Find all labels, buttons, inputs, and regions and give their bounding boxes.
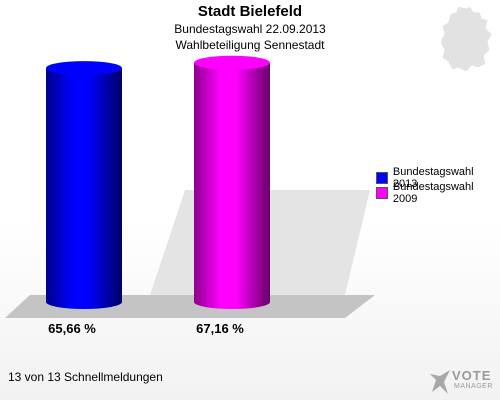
- bar-body: [194, 62, 270, 310]
- chart-subtitle-2: Wahlbeteiligung Sennestadt: [175, 38, 325, 52]
- bar-2013: [46, 61, 122, 309]
- legend-item-2013: Bundestagswahl 2013: [376, 166, 500, 190]
- legend: Bundestagswahl 2013 Bundestagswahl 2009: [376, 166, 500, 205]
- logo-text: VOTE: [452, 368, 492, 383]
- vote-manager-logo-icon: [430, 370, 450, 394]
- footer-status: 13 von 13 Schnellmeldungen: [8, 370, 163, 384]
- legend-swatch-2013: [376, 171, 388, 184]
- legend-label-2009: Bundestagswahl 2009: [392, 180, 474, 205]
- value-label-2013: 65,66 %: [48, 321, 96, 336]
- vote-manager-logo: VOTE MANAGER: [428, 364, 498, 398]
- legend-label-2013: Bundestagswahl 2013: [392, 165, 474, 190]
- bar-top: [46, 61, 122, 76]
- bar-2009: [194, 55, 270, 310]
- chart-title: Stadt Bielefeld: [197, 3, 303, 20]
- legend-swatch-2009: [376, 186, 388, 199]
- chart-subtitle: Bundestagswahl 22.09.2013: [174, 22, 326, 36]
- logo-subtext: MANAGER: [454, 383, 493, 390]
- legend-item-2009: Bundestagswahl 2009: [376, 181, 500, 205]
- bar-body: [46, 68, 122, 309]
- bar-top: [194, 55, 270, 70]
- germany-map-icon: [439, 5, 493, 73]
- value-label-2009: 67,16 %: [196, 321, 244, 336]
